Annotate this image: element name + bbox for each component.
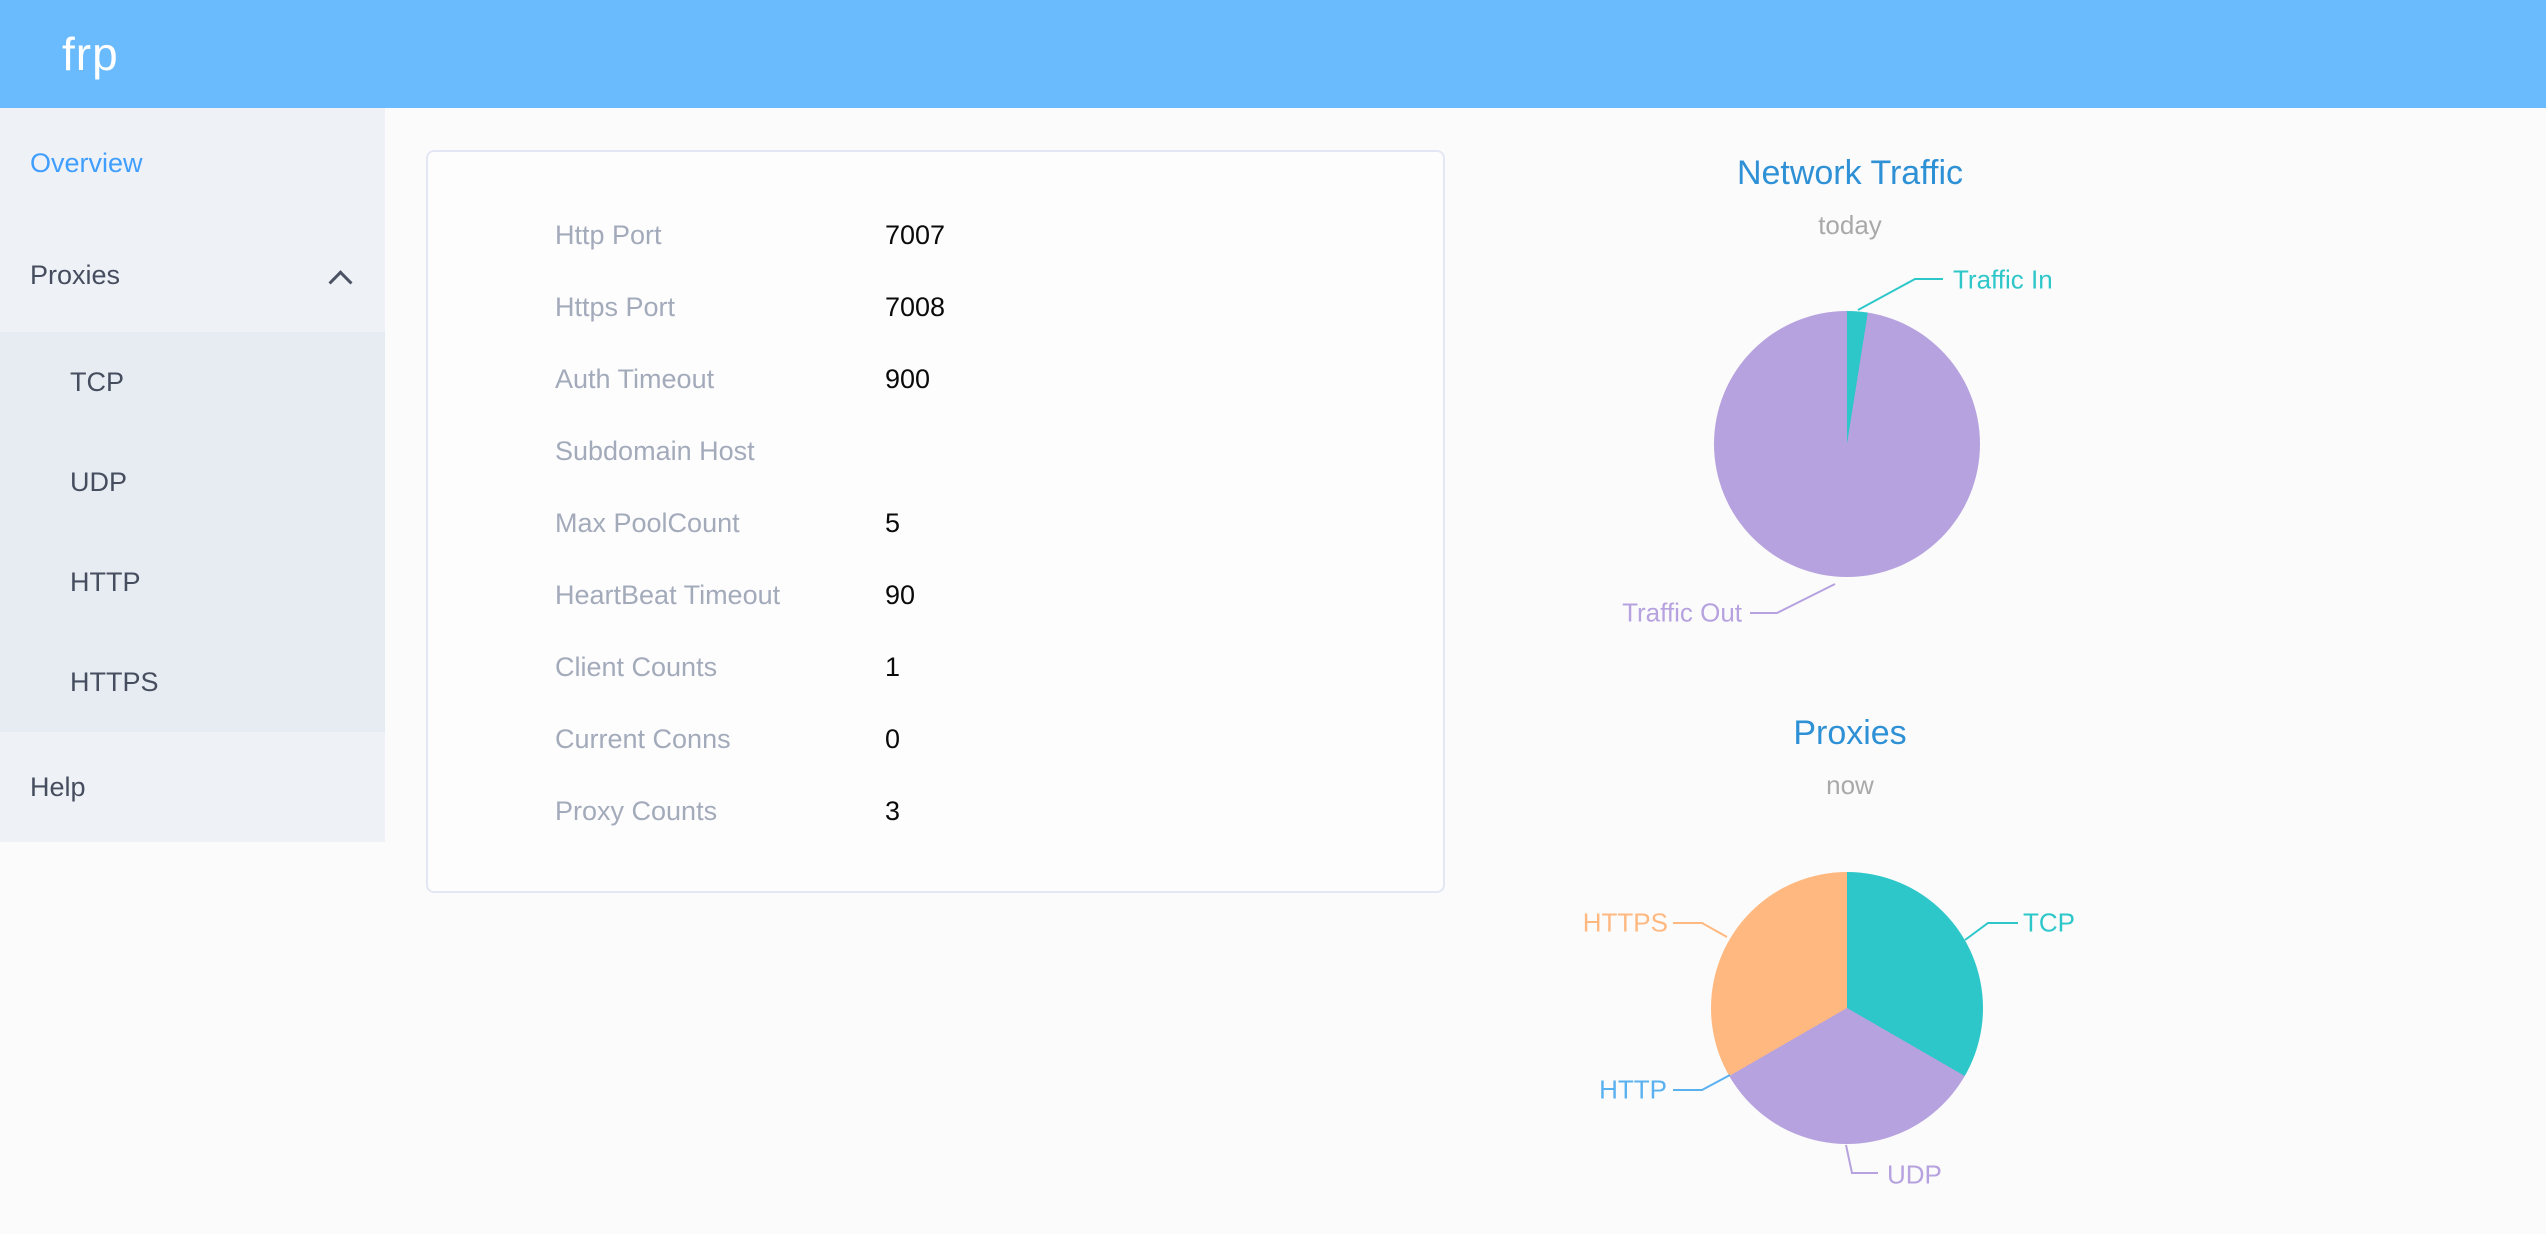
config-value: 900	[885, 363, 931, 394]
sidebar-item-label: Proxies	[30, 260, 121, 290]
sidebar-item-label: UDP	[70, 466, 128, 497]
sidebar-item-http[interactable]: HTTP	[0, 532, 385, 632]
config-row: Auth Timeout 900	[428, 343, 1443, 415]
leader-line-traffic-in	[1857, 278, 1943, 311]
config-label: Proxy Counts	[555, 795, 718, 826]
proxies-pie[interactable]	[1711, 872, 1983, 1144]
config-row: Http Port 7007	[428, 199, 1443, 271]
sidebar-item-tcp[interactable]: TCP	[0, 332, 385, 432]
leader-line-tcp	[1964, 922, 2018, 941]
chart-subtitle: today	[1818, 210, 1882, 240]
config-label: Auth Timeout	[555, 363, 715, 394]
sidebar-item-udp[interactable]: UDP	[0, 432, 385, 532]
slice-label-traffic-in: Traffic In	[1953, 264, 2053, 295]
config-row: Max PoolCount 5	[428, 487, 1443, 559]
sidebar-item-https[interactable]: HTTPS	[0, 632, 385, 732]
config-value: 5	[885, 507, 901, 538]
chevron-up-icon	[328, 270, 353, 295]
config-row: Proxy Counts 3	[428, 775, 1443, 847]
config-label: HeartBeat Timeout	[555, 579, 781, 610]
config-value: 7007	[885, 219, 946, 250]
config-row: HeartBeat Timeout 90	[428, 559, 1443, 631]
sidebar-item-label: TCP	[70, 366, 124, 397]
config-row: Https Port 7008	[428, 271, 1443, 343]
config-value: 7008	[885, 291, 946, 322]
sidebar: Overview Proxies TCP UDP HTTP HTTPS Help	[0, 108, 385, 842]
proxies-submenu: TCP UDP HTTP HTTPS	[0, 332, 385, 732]
proxies-chart: Proxies now TCP HTTPS HTTP UDP	[1560, 700, 2140, 1234]
network-traffic-pie[interactable]	[1714, 311, 1980, 577]
sidebar-item-overview[interactable]: Overview	[0, 108, 385, 219]
slice-label-http: HTTP	[1599, 1074, 1667, 1105]
chart-title: Network Traffic	[1736, 154, 1964, 192]
config-row: Client Counts 1	[428, 631, 1443, 703]
chart-title: Proxies	[1793, 714, 1907, 752]
leader-line-udp	[1845, 1144, 1878, 1174]
config-label: Current Conns	[555, 723, 731, 754]
server-config-card: Http Port 7007 Https Port 7008 Auth Time…	[426, 150, 1445, 893]
sidebar-item-label: Help	[30, 772, 86, 802]
sidebar-item-proxies[interactable]: Proxies	[0, 219, 385, 332]
config-label: Https Port	[555, 291, 676, 322]
sidebar-item-label: HTTP	[70, 566, 141, 597]
config-value: 1	[885, 651, 901, 682]
slice-label-udp: UDP	[1887, 1159, 1942, 1190]
leader-line-http	[1673, 1074, 1731, 1091]
config-value: 0	[885, 723, 901, 754]
config-value: 90	[885, 579, 916, 610]
sidebar-item-label: Overview	[30, 148, 143, 178]
config-label: Client Counts	[555, 651, 718, 682]
leader-line-traffic-out	[1750, 583, 1836, 614]
config-label: Max PoolCount	[555, 507, 740, 538]
slice-label-https: HTTPS	[1582, 907, 1668, 938]
chart-subtitle: now	[1826, 770, 1874, 800]
sidebar-item-help[interactable]: Help	[0, 732, 385, 843]
app-logo: frp	[62, 28, 119, 80]
network-traffic-chart: Network Traffic today Traffic In Traffic…	[1560, 140, 2140, 680]
sidebar-item-label: HTTPS	[70, 666, 159, 697]
app-header: frp	[0, 0, 2546, 108]
config-row: Current Conns 0	[428, 703, 1443, 775]
leader-line-https	[1673, 922, 1728, 938]
config-label: Subdomain Host	[555, 435, 755, 466]
config-row: Subdomain Host	[428, 415, 1443, 487]
slice-label-traffic-out: Traffic Out	[1622, 597, 1742, 628]
config-value: 3	[885, 795, 901, 826]
slice-label-tcp: TCP	[2023, 907, 2075, 938]
config-label: Http Port	[555, 219, 662, 250]
